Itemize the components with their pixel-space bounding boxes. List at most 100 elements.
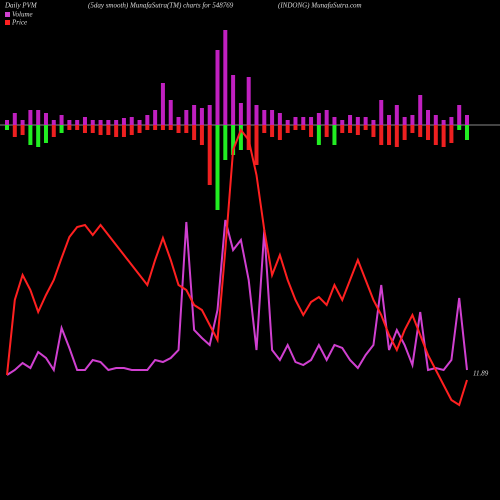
volume-up-bar bbox=[59, 115, 64, 125]
volume-up-bar bbox=[5, 120, 9, 125]
volume-up-bar bbox=[223, 30, 228, 125]
volume-down-bar bbox=[371, 125, 376, 137]
volume-up-bar bbox=[160, 83, 165, 125]
volume-down-bar bbox=[270, 125, 275, 137]
volume-up-bar bbox=[129, 117, 134, 125]
volume-down-bar bbox=[418, 125, 423, 137]
volume-up-bar bbox=[215, 50, 220, 125]
last-price-label: 11.89 bbox=[473, 370, 489, 378]
volume-up-bar bbox=[441, 120, 446, 125]
volume-up-bar bbox=[379, 100, 384, 125]
volume-down-bar bbox=[457, 125, 462, 130]
volume-down-bar bbox=[410, 125, 415, 133]
volume-down-bar bbox=[254, 125, 259, 165]
volume-down-bar bbox=[363, 125, 368, 130]
volume-down-bar bbox=[441, 125, 446, 147]
volume-down-bar bbox=[82, 125, 87, 133]
volume-up-bar bbox=[324, 110, 329, 125]
volume-down-bar bbox=[121, 125, 126, 137]
volume-up-bar bbox=[20, 120, 25, 125]
volume-down-bar bbox=[449, 125, 454, 143]
volume-down-bar bbox=[402, 125, 407, 140]
volume-up-bar bbox=[90, 120, 95, 125]
volume-up-bar bbox=[121, 118, 126, 125]
volume-up-bar bbox=[449, 117, 454, 125]
volume-up-bar bbox=[394, 105, 399, 125]
volume-up-bar bbox=[192, 105, 197, 125]
volume-up-bar bbox=[348, 115, 353, 125]
volume-down-bar bbox=[387, 125, 392, 145]
volume-up-bar bbox=[137, 120, 142, 125]
volume-down-bar bbox=[199, 125, 204, 145]
volume-down-bar bbox=[51, 125, 56, 137]
volume-down-bar bbox=[43, 125, 48, 143]
volume-down-bar bbox=[316, 125, 321, 145]
volume-down-bar bbox=[433, 125, 438, 145]
volume-up-bar bbox=[36, 110, 41, 125]
volume-down-bar bbox=[215, 125, 220, 210]
volume-down-bar bbox=[5, 125, 9, 130]
volume-down-bar bbox=[168, 125, 173, 130]
volume-down-bar bbox=[379, 125, 384, 145]
volume-up-bar bbox=[98, 120, 103, 125]
volume-down-bar bbox=[262, 125, 267, 133]
volume-down-bar bbox=[207, 125, 212, 185]
volume-down-bar bbox=[355, 125, 360, 135]
volume-up-bar bbox=[67, 120, 72, 125]
legend-label: Price bbox=[11, 19, 27, 27]
volume-up-bar bbox=[309, 117, 314, 125]
volume-down-bar bbox=[293, 125, 298, 130]
volume-up-bar bbox=[231, 75, 236, 125]
volume-down-bar bbox=[340, 125, 345, 133]
volume-up-bar bbox=[114, 120, 119, 125]
volume-up-bar bbox=[106, 120, 111, 125]
volume-down-bar bbox=[285, 125, 290, 133]
series-line bbox=[6, 219, 468, 376]
volume-down-bar bbox=[137, 125, 142, 133]
volume-up-bar bbox=[277, 113, 282, 125]
volume-down-bar bbox=[98, 125, 103, 135]
volume-down-bar bbox=[28, 125, 33, 145]
volume-up-bar bbox=[238, 103, 243, 125]
volume-up-bar bbox=[301, 117, 306, 125]
volume-down-bar bbox=[20, 125, 25, 135]
volume-down-bar bbox=[90, 125, 95, 133]
volume-up-bar bbox=[270, 110, 275, 125]
volume-down-bar bbox=[153, 125, 158, 130]
volume-down-bar bbox=[106, 125, 111, 135]
volume-down-bar bbox=[301, 125, 306, 130]
volume-up-bar bbox=[433, 115, 438, 125]
volume-down-bar bbox=[192, 125, 197, 140]
volume-up-bar bbox=[199, 108, 204, 125]
volume-up-bar bbox=[340, 120, 345, 125]
volume-down-bar bbox=[75, 125, 80, 130]
volume-down-bar bbox=[114, 125, 119, 137]
volume-up-bar bbox=[168, 100, 173, 125]
volume-up-bar bbox=[153, 110, 158, 125]
volume-up-bar bbox=[410, 115, 415, 125]
volume-down-bar bbox=[238, 125, 243, 150]
volume-down-bar bbox=[348, 125, 353, 133]
volume-up-bar bbox=[426, 110, 431, 125]
series-line bbox=[6, 127, 468, 407]
volume-up-bar bbox=[316, 113, 321, 125]
volume-up-bar bbox=[355, 117, 360, 125]
volume-up-bar bbox=[184, 110, 189, 125]
volume-up-bar bbox=[332, 117, 337, 125]
volume-down-bar bbox=[309, 125, 314, 137]
volume-up-bar bbox=[254, 105, 259, 125]
volume-down-bar bbox=[129, 125, 134, 135]
volume-up-bar bbox=[285, 120, 290, 125]
volume-up-bar bbox=[457, 105, 462, 125]
volume-up-bar bbox=[51, 120, 56, 125]
volume-up-bar bbox=[176, 117, 181, 125]
volume-down-bar bbox=[465, 125, 469, 140]
volume-up-bar bbox=[75, 120, 80, 125]
legend-swatch bbox=[5, 12, 10, 17]
volume-up-bar bbox=[246, 77, 251, 125]
volume-up-bar bbox=[363, 117, 368, 125]
volume-up-bar bbox=[28, 110, 33, 125]
volume-down-bar bbox=[332, 125, 337, 145]
legend-label: Volume bbox=[12, 11, 33, 19]
